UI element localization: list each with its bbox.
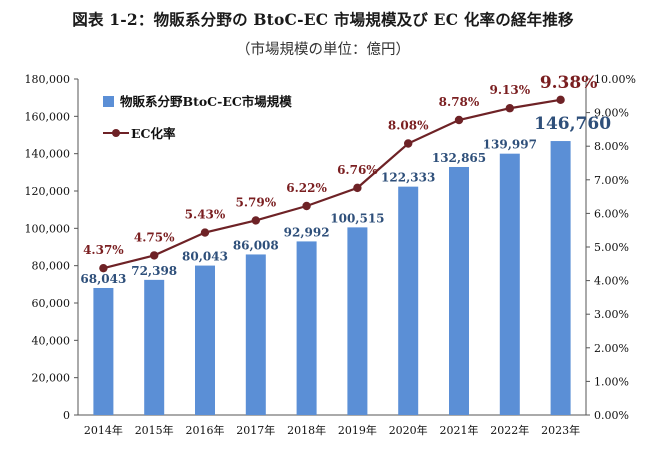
y-left-tick-label: 40,000 — [32, 334, 71, 347]
x-tick-label: 2018年 — [287, 423, 326, 437]
legend-line-label: EC化率 — [131, 126, 176, 141]
y-left-tick-label: 140,000 — [25, 148, 71, 161]
legend-line-marker — [112, 129, 120, 137]
bar — [550, 141, 571, 415]
bar-value-label: 122,333 — [381, 171, 435, 185]
x-tick-label: 2019年 — [338, 423, 377, 437]
y-right-tick-label: 4.00% — [594, 275, 629, 288]
x-tick-label: 2015年 — [135, 423, 174, 437]
rate-point — [556, 95, 565, 105]
bar-value-label: 139,997 — [483, 138, 537, 152]
bar — [195, 265, 215, 415]
bar-value-label: 146,760 — [534, 114, 611, 134]
legend-bar-swatch — [103, 96, 114, 107]
y-left-tick-label: 120,000 — [25, 185, 71, 198]
rate-value-label: 6.76% — [337, 163, 378, 177]
y-right-tick-label: 1.00% — [594, 375, 629, 388]
rate-point — [454, 115, 464, 125]
y-left-tick-label: 0 — [63, 409, 70, 422]
bar-value-label: 86,008 — [233, 238, 279, 252]
y-left-tick-label: 20,000 — [32, 372, 71, 385]
bar — [144, 279, 165, 415]
x-tick-label: 2023年 — [541, 423, 580, 437]
x-tick-label: 2022年 — [490, 423, 529, 437]
bar-value-label: 80,043 — [182, 250, 228, 264]
rate-point — [251, 216, 260, 225]
y-left-tick-label: 180,000 — [25, 73, 71, 86]
bar-value-label: 72,398 — [131, 264, 177, 278]
bar-series — [93, 141, 571, 415]
x-tick-label: 2021年 — [440, 423, 479, 437]
x-tick-label: 2016年 — [186, 423, 225, 437]
legend: 物販系分野BtoC-EC市場規模 EC化率 — [103, 94, 292, 141]
y-left-tick-label: 100,000 — [25, 222, 71, 235]
rate-point — [353, 183, 362, 193]
bar — [296, 241, 317, 415]
y-left-tick-label: 60,000 — [32, 297, 71, 310]
rate-value-label: 6.22% — [286, 181, 327, 195]
rate-value-label: 9.38% — [540, 73, 598, 93]
y-right-tick-label: 3.00% — [594, 308, 629, 321]
rate-value-label: 5.79% — [235, 195, 276, 209]
x-tick-label: 2017年 — [236, 423, 275, 437]
bar-value-label: 100,515 — [330, 211, 384, 225]
rate-line — [103, 98, 561, 270]
bar — [245, 254, 266, 415]
bar — [499, 153, 520, 415]
rate-value-label: 4.75% — [134, 230, 175, 244]
rate-point — [200, 228, 210, 237]
bar-value-label: 68,043 — [80, 272, 126, 286]
rate-value-label: 4.37% — [83, 243, 124, 257]
bar — [449, 166, 469, 415]
y-left-tick-label: 160,000 — [25, 110, 71, 123]
bar-value-label: 132,865 — [432, 151, 486, 165]
y-right-tick-label: 6.00% — [594, 207, 629, 220]
y-right-tick-label: 10.00% — [594, 73, 636, 86]
rate-point — [505, 104, 514, 113]
axes: 0 20,000 40,000 60,000 80,000 100,000 120,000 1… — [25, 73, 636, 437]
rate-value-label: 8.78% — [439, 95, 480, 109]
rate-point — [150, 251, 159, 260]
y-right-tick-label: 2.00% — [594, 342, 629, 355]
bar-value-label: 92,992 — [284, 225, 330, 239]
y-right-tick-label: 9.00% — [594, 107, 629, 120]
bar — [347, 227, 368, 415]
line-series — [99, 95, 565, 273]
bar — [93, 287, 114, 415]
chart-subtitle: （市場規模の単位：億円） — [236, 42, 410, 58]
rate-value-label: 9.13% — [489, 83, 530, 97]
rate-point — [302, 201, 311, 211]
y-right-tick-label: 5.00% — [594, 241, 629, 254]
rate-value-label: 5.43% — [185, 208, 226, 222]
y-right-tick-label: 0.00% — [594, 409, 629, 422]
y-right-tick-label: 7.00% — [594, 174, 629, 187]
chart-title: 図表 1-2：物販系分野の BtoC-EC 市場規模及び EC 化率の経年推移 — [72, 10, 574, 29]
bar — [398, 186, 419, 415]
x-tick-label: 2014年 — [84, 423, 123, 437]
y-right-tick-label: 8.00% — [594, 140, 629, 153]
y-left-tick-label: 80,000 — [32, 260, 71, 273]
legend-bar-label: 物販系分野BtoC-EC市場規模 — [120, 94, 292, 109]
rate-point — [404, 139, 413, 148]
rate-value-label: 8.08% — [388, 119, 429, 133]
x-tick-label: 2020年 — [389, 423, 428, 437]
rate-point — [99, 263, 108, 273]
